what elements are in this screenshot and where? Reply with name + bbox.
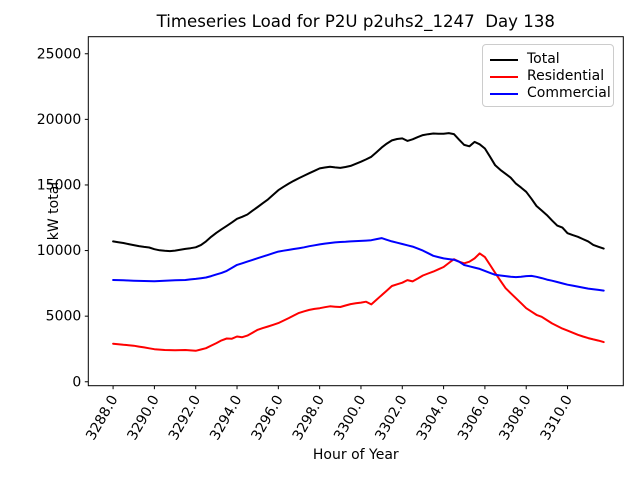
total-line-icon bbox=[490, 58, 518, 61]
series-line-residential bbox=[112, 252, 605, 352]
x-tick-label: 3302.0 bbox=[372, 393, 410, 443]
x-tick-label: 3296.0 bbox=[248, 393, 286, 443]
series-line-total bbox=[112, 132, 605, 253]
x-tick-label: 3304.0 bbox=[414, 393, 452, 443]
legend-label-commercial: Commercial bbox=[527, 85, 611, 101]
legend-item-commercial: Commercial bbox=[490, 85, 611, 102]
x-tick-label: 3292.0 bbox=[166, 393, 204, 443]
legend-label-total: Total bbox=[527, 51, 560, 67]
x-tick-label: 3310.0 bbox=[538, 393, 576, 443]
x-axis-label: Hour of Year bbox=[313, 447, 399, 463]
x-tick-label: 3308.0 bbox=[496, 393, 534, 443]
commercial-line-icon bbox=[490, 92, 518, 95]
x-tick-label: 3306.0 bbox=[455, 393, 493, 443]
y-tick-label: 10000 bbox=[37, 243, 82, 259]
legend-item-total: Total bbox=[490, 51, 605, 68]
y-tick-label: 5000 bbox=[46, 309, 82, 325]
residential-line-icon bbox=[490, 75, 518, 78]
legend-label-residential: Residential bbox=[527, 68, 605, 84]
x-tick-label: 3288.0 bbox=[83, 393, 121, 443]
x-tick-label: 3298.0 bbox=[290, 393, 328, 443]
y-axis-label: kW total bbox=[46, 182, 62, 240]
x-tick-label: 3290.0 bbox=[125, 393, 163, 443]
legend-item-residential: Residential bbox=[490, 68, 605, 85]
plot-border bbox=[87, 36, 624, 387]
y-tick-label: 25000 bbox=[37, 46, 82, 62]
legend: Total Residential Commercial bbox=[482, 44, 614, 107]
x-tick-label: 3300.0 bbox=[331, 393, 369, 443]
series-lines bbox=[112, 132, 605, 352]
series-line-commercial bbox=[112, 237, 605, 292]
y-tick-label: 0 bbox=[72, 374, 81, 390]
y-tick-label: 15000 bbox=[37, 177, 82, 193]
y-tick-label: 20000 bbox=[37, 112, 82, 128]
chart-title: Timeseries Load for P2U p2uhs2_1247 Day … bbox=[156, 12, 555, 32]
x-tick-label: 3294.0 bbox=[207, 393, 245, 443]
